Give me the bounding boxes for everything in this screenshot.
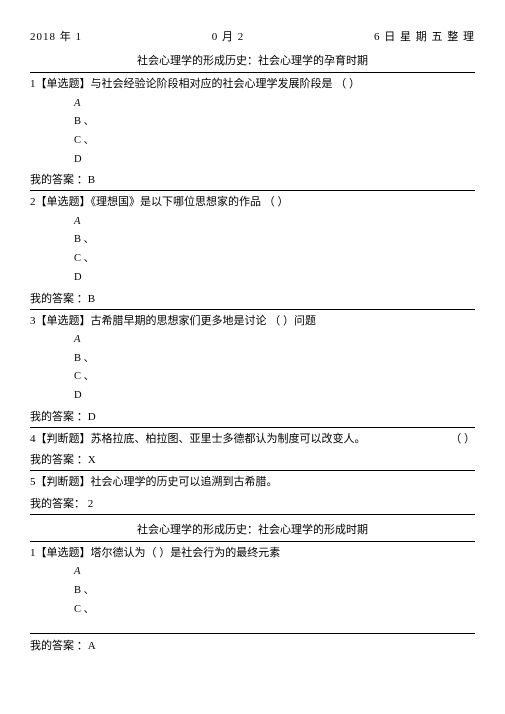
question-stem: 5【判断题】社会心理学的历史可以追溯到古希腊。 xyxy=(30,471,475,493)
section-title-2: 社会心理学的形成历史：社会心理学的形成时期 xyxy=(30,515,475,542)
q-text: 塔尔德认为（ ）是社会行为的最终元素 xyxy=(91,547,281,559)
q-text: 古希腊早期的思想家们更多地是讨论 （ ）问题 xyxy=(91,315,317,327)
date-header: 2018 年 1 0 月 2 6 日 星 期 五 整 理 xyxy=(30,28,475,44)
paren: （ ） xyxy=(450,431,475,448)
q-tag: 【判断题】 xyxy=(36,433,91,445)
option-c: C 、 xyxy=(74,368,475,387)
question-block: 1【单选题】与社会经验论阶段相对应的社会心理学发展阶段是 （ ） A B 、 C… xyxy=(30,73,475,191)
option-d: D xyxy=(74,269,475,288)
q-text: 社会心理学的历史可以追溯到古希腊。 xyxy=(91,476,278,488)
q-text: 与社会经验论阶段相对应的社会心理学发展阶段是 （ ） xyxy=(91,78,361,90)
section-title-1: 社会心理学的形成历史：社会心理学的孕育时期 xyxy=(30,52,475,73)
options: A B 、 C 、 D xyxy=(30,213,475,288)
q-tag: 【单选题】 xyxy=(36,196,91,208)
question-block: 2【单选题】《理想国》是以下哪位思想家的作品 （ ） A B 、 C 、 D 我… xyxy=(30,191,475,309)
question-stem: 1【单选题】塔尔德认为（ ）是社会行为的最终元素 xyxy=(30,542,475,564)
answer: 我的答案 ：X xyxy=(30,449,475,470)
answer: 我的答案 ：B xyxy=(30,288,475,309)
question-block: 4【判断题】苏格拉底、柏拉图、亚里士多德都认为制度可以改变人。 （ ） 我的答案… xyxy=(30,428,475,472)
options: A B 、 C 、 D xyxy=(30,95,475,170)
answer: 我的答案 ：D xyxy=(30,406,475,427)
question-stem: 1【单选题】与社会经验论阶段相对应的社会心理学发展阶段是 （ ） xyxy=(30,73,475,95)
answer: 我的答案 ：B xyxy=(30,169,475,190)
option-c: C 、 xyxy=(74,132,475,151)
option-a: A xyxy=(74,563,475,582)
q-text: 苏格拉底、柏拉图、亚里士多德都认为制度可以改变人。 xyxy=(91,433,366,445)
option-d: D xyxy=(74,151,475,170)
question-stem: 4【判断题】苏格拉底、柏拉图、亚里士多德都认为制度可以改变人。 （ ） xyxy=(30,428,475,450)
option-b: B 、 xyxy=(74,582,475,601)
question-stem: 2【单选题】《理想国》是以下哪位思想家的作品 （ ） xyxy=(30,191,475,213)
option-b: B 、 xyxy=(74,231,475,250)
option-b: B 、 xyxy=(74,113,475,132)
date-center: 0 月 2 xyxy=(212,28,245,44)
date-left: 2018 年 1 xyxy=(30,28,82,44)
question-stem: 3【单选题】古希腊早期的思想家们更多地是讨论 （ ）问题 xyxy=(30,310,475,332)
option-c: C 、 xyxy=(74,601,475,620)
option-a: A xyxy=(74,213,475,232)
options: A B 、 C 、 D xyxy=(30,331,475,406)
q-text: 《理想国》是以下哪位思想家的作品 （ ） xyxy=(91,196,289,208)
answer: 我的答案 ：A xyxy=(30,633,475,656)
q-tag: 【判断题】 xyxy=(36,476,91,488)
option-a: A xyxy=(74,95,475,114)
q-tag: 【单选题】 xyxy=(36,78,91,90)
question-block: 1【单选题】塔尔德认为（ ）是社会行为的最终元素 A B 、 C 、 我的答案 … xyxy=(30,542,475,657)
q-tag: 【单选题】 xyxy=(36,315,91,327)
q-tag: 【单选题】 xyxy=(36,547,91,559)
option-c: C 、 xyxy=(74,250,475,269)
question-block: 3【单选题】古希腊早期的思想家们更多地是讨论 （ ）问题 A B 、 C 、 D… xyxy=(30,310,475,428)
answer: 我的答案： 2 xyxy=(30,493,475,514)
options: A B 、 C 、 xyxy=(30,563,475,619)
question-block: 5【判断题】社会心理学的历史可以追溯到古希腊。 我的答案： 2 xyxy=(30,471,475,515)
option-a: A xyxy=(74,331,475,350)
date-right: 6 日 星 期 五 整 理 xyxy=(374,28,475,44)
spacer xyxy=(30,619,475,633)
option-b: B 、 xyxy=(74,350,475,369)
option-d: D xyxy=(74,387,475,406)
